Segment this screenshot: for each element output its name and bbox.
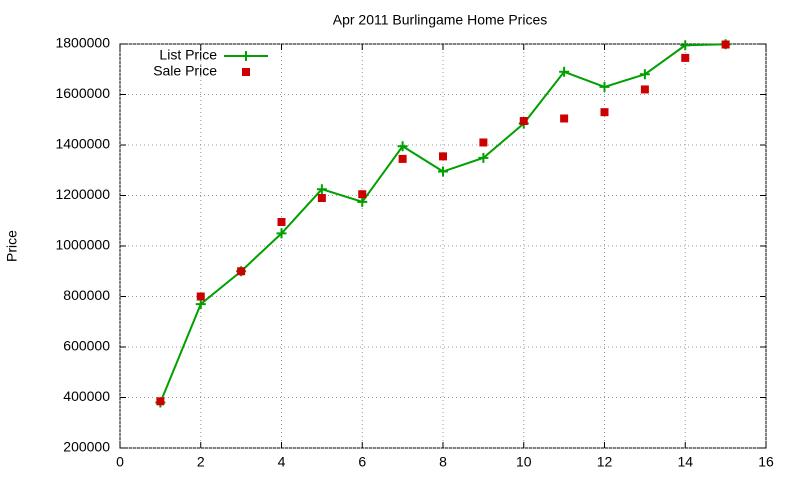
point-marker — [237, 267, 246, 276]
point-marker — [721, 40, 730, 49]
x-tick-label: 2 — [197, 454, 205, 470]
point-marker — [600, 108, 609, 117]
point-marker — [276, 228, 287, 239]
point-marker — [639, 69, 650, 80]
x-tick-label: 16 — [758, 454, 774, 470]
point-marker — [640, 85, 649, 94]
point-marker — [560, 114, 569, 123]
point-marker — [478, 152, 489, 163]
y-tick-label: 1800000 — [55, 35, 110, 51]
point-marker — [357, 196, 368, 207]
point-marker — [439, 152, 447, 161]
point-marker — [438, 166, 448, 177]
point-marker — [519, 117, 528, 126]
point-marker — [398, 154, 407, 163]
x-tick-label: 14 — [677, 454, 693, 470]
x-tick-label: 4 — [278, 454, 286, 470]
point-marker — [479, 138, 488, 147]
y-tick-label: 200000 — [63, 439, 110, 455]
y-tick-label: 1600000 — [55, 85, 110, 101]
legend-label: List Price — [159, 47, 217, 63]
legend-marker — [241, 51, 251, 61]
point-marker — [680, 40, 691, 51]
point-marker — [196, 292, 205, 301]
legend-label: Sale Price — [153, 63, 217, 79]
point-marker — [277, 218, 286, 227]
y-tick-label: 400000 — [63, 388, 110, 404]
point-marker — [195, 299, 206, 310]
x-tick-label: 8 — [439, 454, 447, 470]
point-marker — [681, 53, 690, 62]
y-tick-label: 800000 — [63, 287, 110, 303]
legend-marker — [242, 68, 250, 76]
chart-title: Apr 2011 Burlingame Home Prices — [333, 12, 548, 28]
point-marker — [156, 397, 165, 406]
y-tick-label: 1200000 — [55, 186, 110, 202]
x-tick-label: 10 — [516, 454, 532, 470]
y-axis-label: Price — [4, 230, 20, 262]
point-marker — [397, 141, 408, 152]
x-tick-label: 12 — [597, 454, 613, 470]
y-tick-label: 1400000 — [55, 136, 110, 152]
x-tick-label: 0 — [116, 454, 124, 470]
y-tick-label: 600000 — [63, 338, 110, 354]
x-tick-label: 6 — [358, 454, 366, 470]
point-marker — [316, 184, 327, 195]
point-marker — [599, 81, 610, 92]
point-marker — [358, 190, 367, 199]
point-marker — [317, 194, 326, 203]
point-marker — [559, 66, 570, 77]
y-tick-label: 1000000 — [55, 237, 110, 253]
